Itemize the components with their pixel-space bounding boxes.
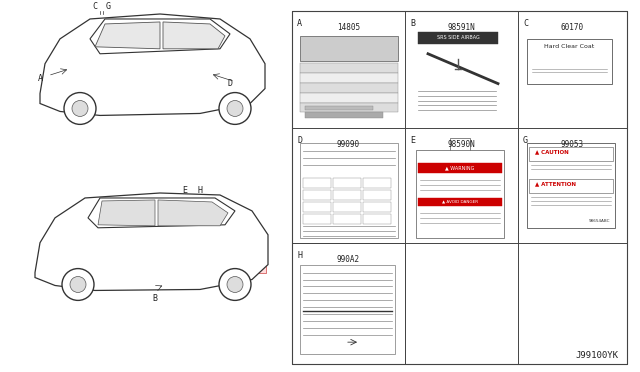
Polygon shape	[40, 14, 265, 115]
Circle shape	[64, 93, 96, 124]
Bar	[300, 83, 398, 93]
Text: 98654ABC: 98654ABC	[589, 219, 610, 223]
Bar	[303, 214, 331, 224]
Bar	[527, 39, 612, 84]
Polygon shape	[95, 22, 160, 49]
Bar	[303, 202, 331, 212]
Bar	[300, 103, 398, 112]
Text: ▲ WARNING: ▲ WARNING	[445, 166, 475, 171]
Circle shape	[62, 269, 94, 301]
Circle shape	[219, 93, 251, 124]
Text: H: H	[198, 186, 202, 195]
Text: D: D	[227, 79, 232, 88]
Bar	[333, 202, 361, 212]
Text: A: A	[38, 74, 42, 83]
Text: E: E	[182, 186, 188, 195]
Text: 60170: 60170	[561, 23, 584, 32]
Bar	[305, 112, 383, 118]
Text: SRS SIDE AIRBAG: SRS SIDE AIRBAG	[436, 35, 479, 41]
Bar	[333, 214, 361, 224]
Bar	[416, 150, 504, 238]
Text: B: B	[152, 294, 157, 304]
Text: ▲ AVOID DANGER: ▲ AVOID DANGER	[442, 200, 478, 204]
Bar	[363, 214, 391, 224]
Polygon shape	[98, 200, 155, 226]
Text: 99090: 99090	[337, 140, 360, 149]
Polygon shape	[158, 200, 228, 226]
Text: C: C	[523, 19, 528, 28]
Text: H: H	[297, 251, 302, 260]
Bar	[418, 198, 502, 206]
Bar	[300, 143, 398, 238]
Bar	[529, 147, 613, 161]
Bar	[333, 190, 361, 200]
Bar	[418, 32, 498, 44]
Bar	[300, 93, 398, 103]
Bar	[305, 106, 373, 110]
Bar	[333, 178, 361, 188]
Bar	[418, 163, 502, 173]
Circle shape	[227, 276, 243, 292]
Bar	[292, 11, 627, 364]
Bar	[300, 264, 395, 354]
Circle shape	[227, 100, 243, 116]
Text: ▲ CAUTION: ▲ CAUTION	[535, 150, 569, 155]
Text: 990A2: 990A2	[337, 255, 360, 264]
Circle shape	[219, 269, 251, 301]
Text: 98591N: 98591N	[447, 23, 476, 32]
Text: G: G	[523, 136, 528, 145]
Text: Hard Clear Coat: Hard Clear Coat	[545, 44, 595, 49]
Bar	[363, 178, 391, 188]
Bar	[300, 36, 398, 61]
Text: 14805: 14805	[337, 23, 360, 32]
Circle shape	[440, 51, 476, 87]
Polygon shape	[90, 19, 230, 54]
Bar	[529, 179, 613, 193]
Bar	[363, 202, 391, 212]
Polygon shape	[88, 198, 235, 228]
Bar	[252, 248, 266, 273]
Bar	[527, 143, 615, 228]
Text: 98590N: 98590N	[447, 140, 476, 149]
Text: ▲ ATTENTION: ▲ ATTENTION	[535, 182, 576, 186]
Text: J99100YK: J99100YK	[575, 351, 618, 360]
Bar	[300, 73, 398, 83]
Circle shape	[72, 100, 88, 116]
Polygon shape	[35, 193, 268, 291]
Bar	[363, 190, 391, 200]
Text: D: D	[297, 136, 302, 145]
Polygon shape	[163, 22, 225, 49]
Text: G: G	[106, 2, 111, 11]
Circle shape	[70, 276, 86, 292]
Text: E: E	[410, 136, 415, 145]
Text: A: A	[297, 19, 302, 28]
Bar	[300, 63, 398, 73]
Bar	[303, 178, 331, 188]
Text: C: C	[93, 2, 97, 11]
Bar	[303, 190, 331, 200]
Text: B: B	[410, 19, 415, 28]
Text: 99053: 99053	[561, 140, 584, 149]
Bar	[450, 138, 470, 153]
Circle shape	[457, 140, 463, 146]
